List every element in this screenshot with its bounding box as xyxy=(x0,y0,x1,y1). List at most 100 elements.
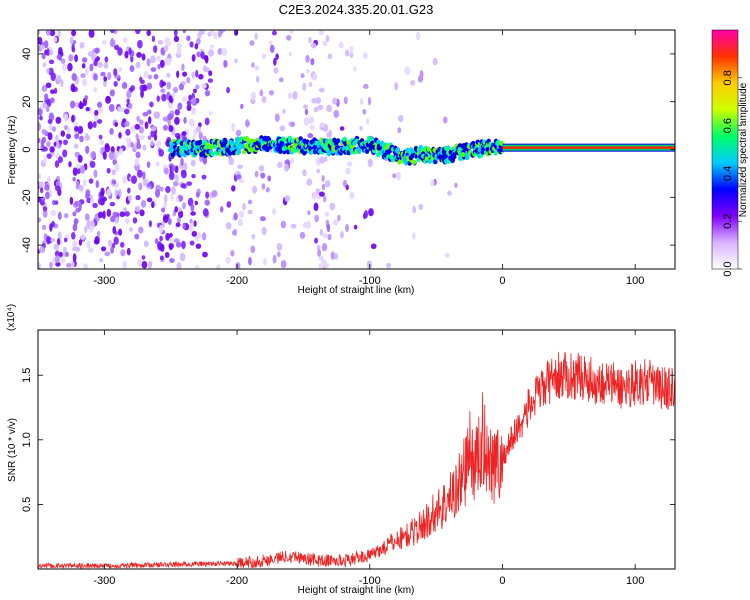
spectrogram-cell xyxy=(208,111,213,116)
spectrogram-cell xyxy=(258,165,265,172)
spectrogram-cell xyxy=(127,187,131,194)
spectrogram-cell xyxy=(322,40,328,47)
spectrogram-cell xyxy=(323,195,327,203)
colorbar-label: Normalized spectral amplitude xyxy=(738,82,749,217)
spectrogram-cell xyxy=(140,199,147,208)
spectrogram-cell xyxy=(99,139,105,145)
spectrogram-cell xyxy=(160,88,166,94)
spectrogram-cell xyxy=(134,233,140,240)
spectrogram-cell xyxy=(154,238,159,244)
spectrogram-cell xyxy=(112,226,117,235)
spectrogram-cell xyxy=(104,56,109,63)
snr-x-tick-label: -200 xyxy=(226,575,248,587)
spectrogram-cell xyxy=(60,258,66,264)
spectrogram-cell xyxy=(231,185,236,192)
spectrogram-cell xyxy=(195,69,199,78)
spectrogram-cell xyxy=(94,109,99,117)
spectrogram-cell xyxy=(65,133,72,140)
spectrogram-cell xyxy=(39,246,45,254)
spectrogram-cell xyxy=(136,143,142,150)
spectrogram-cell xyxy=(235,174,242,180)
spectrogram-cell xyxy=(195,84,200,90)
spectrogram-cell xyxy=(120,241,125,248)
spectrogram-cell xyxy=(113,68,118,76)
spectrogram-cell xyxy=(272,254,277,264)
spectrogram-cell xyxy=(418,203,424,211)
spectrogram-cell xyxy=(47,119,53,124)
spectrogram-cell xyxy=(392,173,397,179)
spectrogram-cell xyxy=(175,241,182,248)
spectrogram-cell xyxy=(176,262,182,269)
spectrogram-cell xyxy=(147,116,152,125)
spectrogram-cell xyxy=(108,151,115,161)
spectrogram-cell xyxy=(107,72,112,81)
spectrogram-cell xyxy=(79,135,84,143)
spectrogram-cell xyxy=(169,258,175,264)
spectrogram-cell xyxy=(166,72,171,78)
spectrogram-x-label: Height of straight line (km) xyxy=(298,285,415,296)
spectrogram-cell xyxy=(47,175,51,184)
spectrogram-cell xyxy=(315,97,322,104)
spectrogram-cell xyxy=(363,210,369,219)
ridge-cell xyxy=(424,155,429,161)
spectrogram-cell xyxy=(49,50,54,56)
spectrogram-cell xyxy=(68,161,72,168)
spectrogram-cell xyxy=(50,72,56,82)
spectrogram-cell xyxy=(170,193,174,202)
spectrogram-cell xyxy=(146,109,152,115)
spectrogram-cell xyxy=(49,261,53,269)
ridge-cell xyxy=(212,144,218,150)
spectrogram-cell xyxy=(186,35,191,42)
spectrogram-cell xyxy=(189,240,195,246)
spectrogram-cell xyxy=(85,189,91,198)
spectrogram-cell xyxy=(89,160,96,169)
spectrogram-cell xyxy=(327,53,333,60)
spectrogram-cell xyxy=(176,47,182,56)
spectrogram-cell xyxy=(209,30,214,36)
spectrogram-cell xyxy=(57,156,63,164)
spectrogram-cell xyxy=(156,95,160,103)
spectrogram-cell xyxy=(342,179,347,188)
spectrogram-cell xyxy=(81,78,88,86)
spectrogram-cell xyxy=(135,30,141,35)
ridge-cell xyxy=(499,146,504,153)
spectrogram-cell xyxy=(158,224,164,234)
spectrogram-cell xyxy=(319,156,325,164)
spectrogram-cell xyxy=(317,104,324,111)
spectrogram-x-tick-label: -200 xyxy=(226,275,248,287)
spectrogram-cell xyxy=(254,65,260,71)
spectrogram-cell xyxy=(78,102,84,109)
spectrogram-cell xyxy=(286,34,292,41)
spectrogram-cell xyxy=(307,133,314,139)
spectrogram-cell xyxy=(265,187,270,193)
spectrogram-cell xyxy=(55,134,59,144)
spectrogram-cell xyxy=(318,87,325,93)
spectrogram-cell xyxy=(359,97,364,106)
spectrogram-cell xyxy=(82,178,87,188)
spectrogram-cell xyxy=(186,104,192,112)
spectrogram-cell xyxy=(105,95,112,104)
spectrogram-cell xyxy=(326,104,332,113)
colorbar-tick-label: 0.8 xyxy=(722,70,734,85)
spectrogram-cell xyxy=(153,45,158,53)
spectrogram-cell xyxy=(158,149,165,157)
spectrogram-cell xyxy=(120,249,126,257)
spectrogram-cell xyxy=(150,139,154,147)
spectrogram-cell xyxy=(179,252,186,262)
spectrogram-cell xyxy=(110,215,116,223)
colorbar-ticks: 0.0 0.2 0.4 0.6 0.8 xyxy=(722,70,742,277)
spectrogram-cell xyxy=(69,36,74,45)
spectrogram-cell xyxy=(322,232,328,239)
spectrogram-cell xyxy=(175,197,180,203)
spectrogram-cell xyxy=(128,102,133,110)
spectrogram-cell xyxy=(181,240,186,250)
spectrogram-cell xyxy=(201,83,207,89)
spectrogram-cell xyxy=(260,172,266,179)
spectrogram-cell xyxy=(118,131,122,139)
spectrogram-cell xyxy=(38,217,42,223)
spectrogram-cell xyxy=(76,168,81,175)
spectrogram-cell xyxy=(85,145,90,154)
spectrogram-cell xyxy=(245,121,251,127)
spectrogram-cell xyxy=(113,80,118,87)
spectrogram-cell xyxy=(207,78,214,83)
